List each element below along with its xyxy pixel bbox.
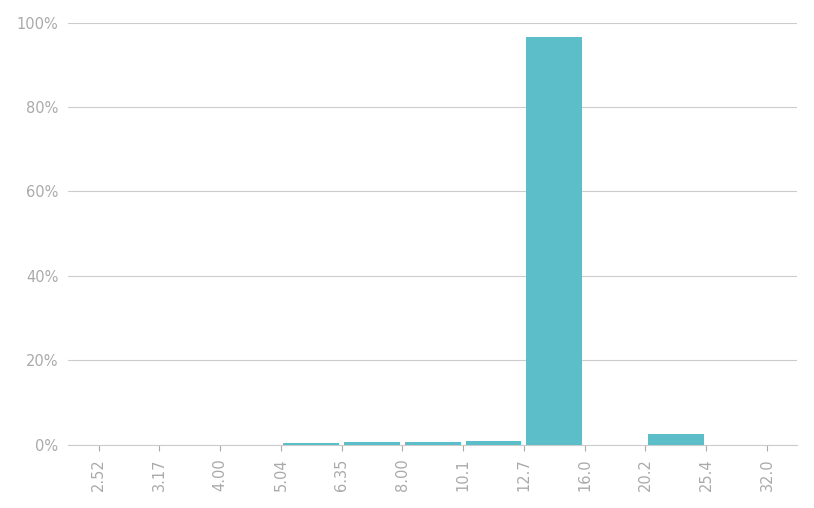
Bar [527,38,582,444]
Bar [283,443,339,444]
Bar [344,442,400,444]
Bar [405,441,461,444]
Bar [648,434,704,444]
Bar [466,441,522,444]
